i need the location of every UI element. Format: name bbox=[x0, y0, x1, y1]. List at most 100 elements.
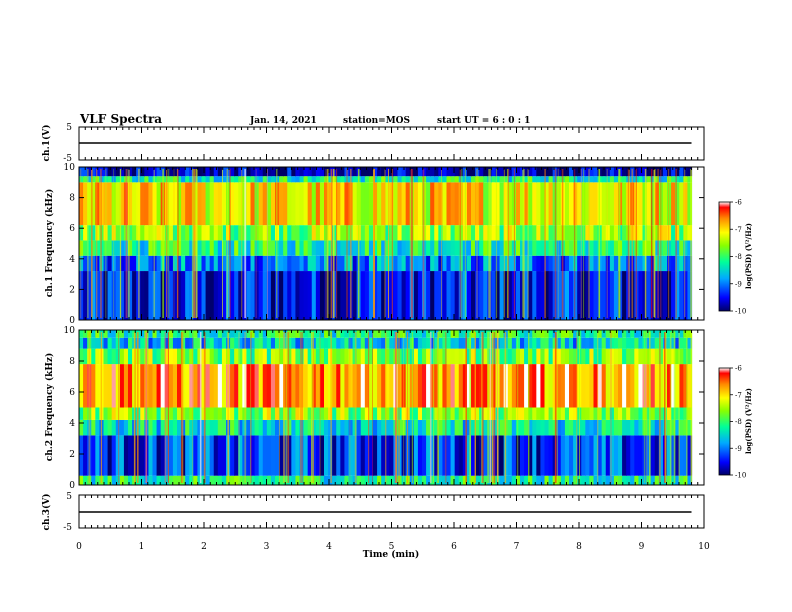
spectrogram-cell bbox=[458, 330, 464, 338]
spectrogram-cell bbox=[638, 255, 644, 272]
spectrogram-cell bbox=[548, 364, 554, 408]
spectrogram-cell bbox=[475, 240, 480, 256]
spectrogram-cell bbox=[401, 176, 407, 183]
spectrogram-cell bbox=[417, 167, 423, 177]
spectrogram-cell bbox=[373, 419, 378, 436]
spectrogram-cell bbox=[601, 348, 607, 365]
spectrogram-cell bbox=[454, 240, 460, 256]
spectrogram-cell bbox=[336, 337, 341, 349]
spectrogram-cell bbox=[164, 407, 170, 420]
spectrogram-cell bbox=[87, 435, 92, 476]
spectrogram-cell bbox=[209, 435, 215, 476]
spectrogram-cell bbox=[654, 348, 660, 365]
spectrogram-cell bbox=[291, 348, 297, 365]
spectrogram-cell bbox=[577, 176, 582, 183]
spectrogram-cell bbox=[319, 348, 325, 365]
spectrogram-cell bbox=[123, 364, 129, 408]
spectrogram-cell bbox=[254, 337, 260, 349]
spectrogram-cell bbox=[675, 435, 680, 476]
spectrogram-cell bbox=[262, 271, 268, 320]
spectrogram-cell bbox=[238, 407, 243, 420]
spectrogram-cell bbox=[450, 435, 456, 476]
spectrogram-cell bbox=[209, 176, 215, 183]
spectrogram-cell bbox=[352, 240, 358, 256]
spectrogram-cell bbox=[217, 182, 223, 226]
spectrogram-cell bbox=[479, 255, 484, 272]
spectrogram-cell bbox=[95, 176, 101, 183]
spectrogram-cell bbox=[675, 364, 680, 408]
spectrogram-cell bbox=[279, 435, 284, 476]
spectrogram-cell bbox=[597, 419, 603, 436]
spectrogram-cell bbox=[675, 419, 680, 436]
spectrogram-cell bbox=[324, 475, 329, 485]
spectrogram-cell bbox=[128, 475, 133, 485]
spectrogram-cell bbox=[430, 330, 435, 338]
spectrogram-cell bbox=[128, 419, 133, 436]
spectrogram-cell bbox=[79, 255, 84, 272]
spectrogram-cell bbox=[258, 337, 264, 349]
spectrogram-cell bbox=[107, 337, 113, 349]
spectrogram-cell bbox=[364, 348, 370, 365]
spectrogram-cell bbox=[242, 407, 248, 420]
spectrogram-cell bbox=[381, 419, 386, 436]
spectrogram-cell bbox=[377, 176, 382, 183]
spectrogram-cell bbox=[128, 176, 133, 183]
spectrogram-cell bbox=[589, 255, 595, 272]
spectrogram-cell bbox=[667, 419, 672, 436]
spectrogram-cell bbox=[540, 271, 546, 320]
spectrogram-cell bbox=[544, 271, 550, 320]
spectrogram-cell bbox=[287, 407, 292, 420]
spectrogram-cell bbox=[148, 182, 154, 226]
spectrogram-cell bbox=[475, 475, 480, 485]
spectrogram-cell bbox=[340, 364, 346, 408]
spectrogram-cell bbox=[177, 407, 182, 420]
spectrogram-cell bbox=[687, 337, 693, 349]
spectrogram-cell bbox=[413, 407, 419, 420]
spectrogram-cell bbox=[266, 167, 272, 177]
spectrogram-cell bbox=[532, 255, 537, 272]
spectrogram-cell bbox=[111, 225, 117, 241]
spectrogram-cell bbox=[107, 271, 113, 320]
spectrogram-cell bbox=[201, 271, 207, 320]
spectrogram-cell bbox=[340, 407, 346, 420]
spectrogram-cell bbox=[99, 407, 105, 420]
spectrogram-cell bbox=[87, 182, 92, 226]
spectrogram-cell bbox=[622, 475, 627, 485]
spectrogram-cell bbox=[515, 240, 521, 256]
spectrogram-cell bbox=[303, 225, 309, 241]
spectrogram-cell bbox=[79, 419, 84, 436]
spectrogram-cell bbox=[597, 348, 603, 365]
spectrogram-cell bbox=[250, 176, 256, 183]
spectrogram-cell bbox=[646, 225, 652, 241]
spectrogram-cell bbox=[221, 330, 227, 338]
spectrogram-cell bbox=[266, 330, 272, 338]
spectrogram-cell bbox=[311, 419, 317, 436]
spectrogram-cell bbox=[119, 255, 125, 272]
spectrogram-cell bbox=[201, 407, 207, 420]
spectrogram-cell bbox=[442, 348, 448, 365]
spectrogram-cell bbox=[417, 182, 423, 226]
spectrogram-cell bbox=[336, 364, 341, 408]
spectrogram-cell bbox=[352, 348, 358, 365]
spectrogram-cell bbox=[687, 240, 693, 256]
spectrogram-cell bbox=[128, 271, 133, 320]
spectrogram-cell bbox=[295, 419, 301, 436]
spectrogram-cell bbox=[168, 475, 174, 485]
spectrogram-cell bbox=[658, 225, 664, 241]
spectrogram-cell bbox=[209, 364, 215, 408]
spectrogram-cell bbox=[495, 167, 501, 177]
spectrogram-cell bbox=[319, 330, 325, 338]
station-label: station=MOS bbox=[343, 116, 410, 126]
ch1-colorbar-gradient bbox=[718, 201, 731, 312]
spectrogram-cell bbox=[642, 419, 648, 436]
spectrogram-cell bbox=[577, 167, 582, 177]
spectrogram-cell bbox=[295, 240, 301, 256]
spectrogram-cell bbox=[234, 182, 239, 226]
spectrogram-cell bbox=[340, 330, 346, 338]
spectrogram-cell bbox=[577, 255, 582, 272]
spectrogram-cell bbox=[491, 255, 497, 272]
spectrogram-cell bbox=[213, 435, 219, 476]
spectrogram-cell bbox=[258, 182, 264, 226]
spectrogram-cell bbox=[156, 225, 162, 241]
spectrogram-cell bbox=[270, 240, 276, 256]
